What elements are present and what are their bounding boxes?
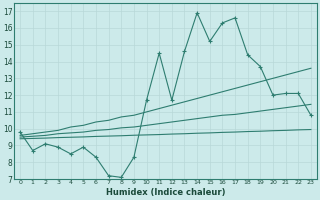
X-axis label: Humidex (Indice chaleur): Humidex (Indice chaleur) (106, 188, 225, 197)
